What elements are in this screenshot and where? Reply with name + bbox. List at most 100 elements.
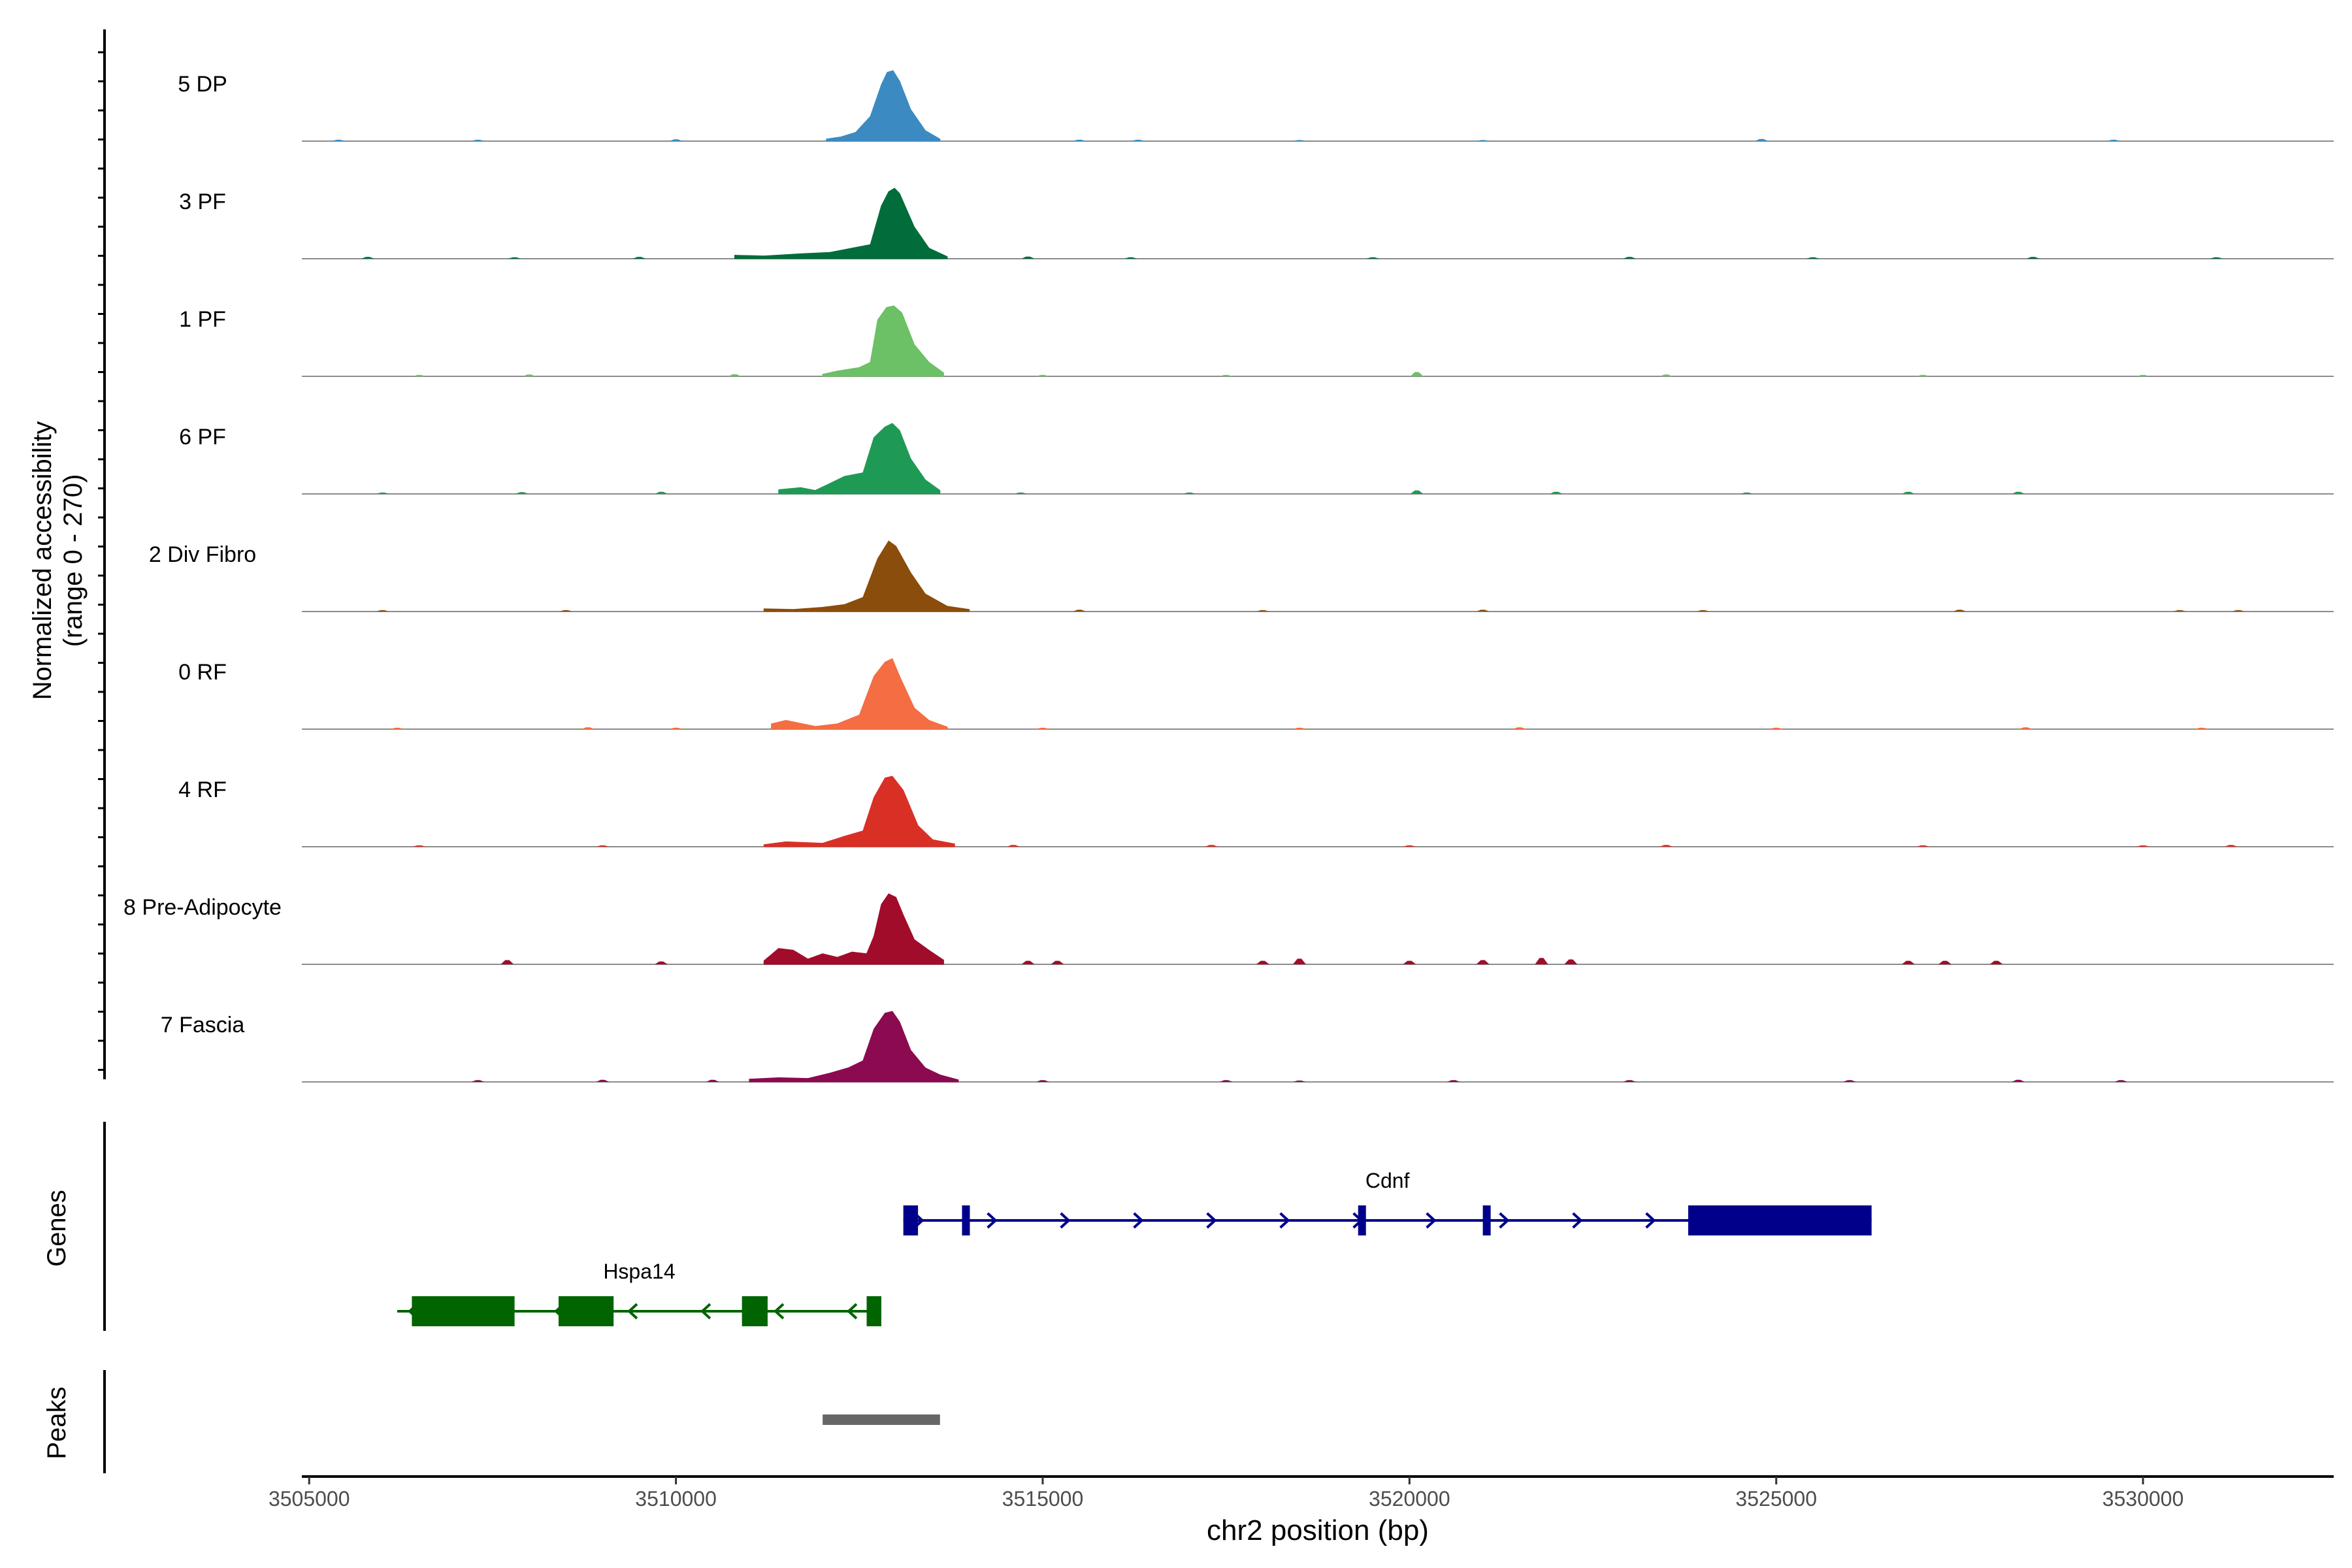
coverage-noise-mark (559, 610, 573, 612)
coverage-noise-mark (2136, 374, 2150, 376)
coverage-peak-area (763, 540, 970, 612)
gene-hspa14: Hspa14 (397, 1260, 881, 1326)
strand-arrow (1133, 1212, 1144, 1229)
coverage-noise-mark (1205, 845, 1218, 847)
track-labels: 5 DP 3 PF 1 PF 6 PF 2 Div Fibro 0 RF 4 RF 8 Pre… (123, 72, 282, 1037)
coverage-noise-mark (1014, 492, 1028, 494)
track-6 (302, 658, 2334, 730)
coverage-noise-mark (596, 845, 610, 847)
track-label: 8 Pre-Adipocyte (123, 895, 282, 920)
strand-arrow (700, 1303, 711, 1320)
coverage-noise-mark (1564, 959, 1578, 964)
coverage-noise-mark (390, 727, 404, 729)
strand-arrow (627, 1303, 638, 1320)
track-5 (302, 540, 2334, 612)
coverage-noise-mark (1183, 492, 1196, 494)
coverage-noise-mark (1256, 960, 1269, 964)
coverage-peak-area (826, 70, 941, 142)
strand-arrow (774, 1303, 785, 1320)
coverage-noise-mark (2136, 845, 2150, 847)
y-axis-title-line1: Normalized accessibility (28, 421, 57, 700)
coverage-noise-mark (1512, 727, 1526, 729)
coverage-noise-mark (2173, 610, 2187, 612)
coverage-noise-mark (1366, 257, 1380, 259)
strand-arrow (847, 1303, 858, 1320)
coverage-noise-mark (581, 727, 595, 729)
exon-block (866, 1296, 881, 1326)
exon-block (742, 1296, 768, 1326)
coverage-noise-mark (1292, 958, 1306, 964)
coverage-noise-mark (1446, 1080, 1460, 1082)
coverage-noise-mark (1806, 257, 1820, 259)
coverage-noise-mark (2026, 257, 2040, 259)
coverage-noise-mark (2210, 257, 2223, 259)
strand-arrow (1426, 1212, 1437, 1229)
strand-arrow (1206, 1212, 1217, 1229)
coverage-noise-mark (1769, 727, 1783, 729)
coverage-noise-mark (1051, 960, 1064, 964)
coverage-noise-mark (515, 492, 529, 494)
coverage-noise-mark (669, 727, 683, 729)
coverage-noise-mark (1007, 845, 1021, 847)
track-4 (302, 423, 2334, 495)
coverage-noise-mark (1623, 1080, 1637, 1082)
coverage-noise-mark (1696, 610, 1710, 612)
coverage-noise-mark (1073, 139, 1086, 141)
coverage-noise-mark (1021, 960, 1035, 964)
coverage-noise-mark (1410, 372, 1424, 376)
coverage-noise-mark (471, 1080, 485, 1082)
coverage-noise-mark (1410, 490, 1424, 494)
track-1 (302, 70, 2334, 142)
coverage-noise-mark (2224, 845, 2238, 847)
exon-block (962, 1205, 970, 1235)
x-tick-label: 3530000 (2102, 1487, 2184, 1511)
coverage-noise-mark (632, 257, 646, 259)
coverage-peak-area (749, 1011, 959, 1083)
coverage-noise-mark (412, 845, 426, 847)
coverage-noise-mark (1036, 1080, 1049, 1082)
coverage-noise-mark (2107, 139, 2121, 141)
coverage-noise-mark (1535, 958, 1548, 964)
y-axis-title-line2: (range 0 - 270) (59, 474, 88, 647)
gene-name-label: Cdnf (1365, 1169, 1410, 1192)
coverage-noise-mark (2012, 491, 2025, 494)
coverage-noise-mark (1073, 610, 1086, 612)
coverage-noise-mark (471, 139, 485, 141)
coverage-noise-mark (1842, 1080, 1856, 1082)
exon-block (1358, 1205, 1366, 1235)
track-9 (302, 1011, 2334, 1083)
strand-arrow (1060, 1212, 1071, 1229)
coverage-noise-mark (1131, 139, 1145, 141)
track-7 (302, 776, 2334, 847)
coverage-noise-mark (669, 139, 683, 141)
coverage-noise-mark (1755, 139, 1769, 141)
x-tick-label: 3510000 (635, 1487, 717, 1511)
coverage-noise-mark (2195, 727, 2208, 729)
strand-arrow (987, 1212, 998, 1229)
coverage-noise-mark (1989, 960, 2003, 964)
coverage-noise-mark (1219, 1080, 1233, 1082)
track-label: 2 Div Fibro (149, 542, 256, 567)
strand-arrow (1279, 1212, 1290, 1229)
coverage-noise-mark (1916, 374, 1930, 376)
track-2 (302, 188, 2334, 259)
x-axis-title: chr2 position (bp) (1207, 1514, 1429, 1546)
coverage-noise-mark (655, 491, 668, 494)
gene-cdnf: Cdnf (903, 1169, 1872, 1235)
track-label: 0 RF (178, 660, 227, 685)
exon-block (412, 1296, 515, 1326)
exon-block (558, 1296, 614, 1326)
coverage-noise-mark (2012, 1079, 2025, 1082)
coverage-noise-mark (1476, 610, 1490, 612)
track-label: 6 PF (179, 425, 226, 449)
coverage-peak-area (778, 423, 941, 495)
coverage-noise-mark (1124, 257, 1137, 259)
peak-region (823, 1414, 940, 1425)
coverage-noise-mark (1916, 845, 1930, 847)
x-tick-label: 3525000 (1735, 1487, 1817, 1511)
coverage-noise-mark (1476, 140, 1490, 141)
coverage-noise-mark (596, 1079, 610, 1082)
coverage-noise-mark (500, 960, 514, 964)
coverage-noise-mark (1036, 374, 1049, 376)
